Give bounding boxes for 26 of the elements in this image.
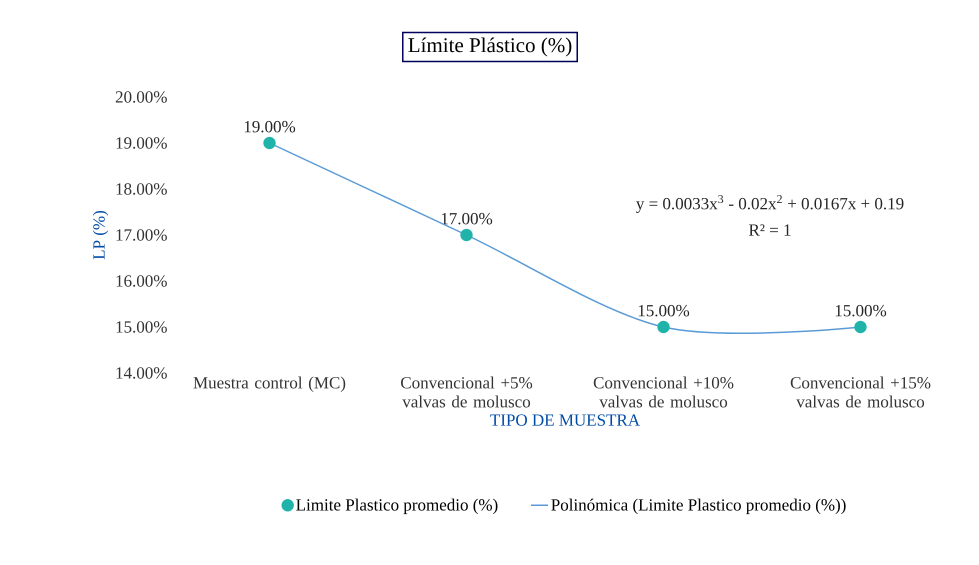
x-tick-label: Muestra control (MC) (194, 376, 346, 392)
data-label: 15.00% (638, 304, 690, 316)
y-tick-label: 14.00% (116, 367, 167, 379)
y-tick-label: 19.00% (116, 137, 167, 149)
data-label: 15.00% (836, 304, 886, 316)
point (854, 320, 867, 334)
point (657, 320, 670, 334)
x-axis-title: TIPO DE MUESTRA (490, 414, 640, 426)
y-tick-label: 20.00% (116, 91, 167, 103)
legend-label: Limite Plastico promedio (%) (296, 498, 498, 514)
y-axis-title: LP (%) (92, 210, 108, 260)
y-tick-label: 16.00% (116, 275, 167, 287)
legend-label: Polinómica (Limite Plastico promedio (%)) (551, 498, 846, 514)
chart-title: Límite Plástico (%) (408, 37, 572, 57)
x-tick-label: Convencional +15% valvas de molusco (790, 376, 930, 408)
point (263, 136, 276, 150)
data-label: 19.00% (244, 120, 296, 132)
annotation: y = 0.0033x$^{3}$ - 0.02x$^{2}$ + 0.0167x + 0.19 (636, 195, 904, 213)
y-tick-label: 18.00% (116, 183, 167, 195)
point (460, 228, 473, 242)
y-tick-label: 17.00% (116, 229, 167, 241)
x-tick-label: Convencional +5% valvas de molusco (401, 376, 532, 408)
data-label: 17.00% (442, 212, 492, 224)
annotation: R² = 1 (748, 224, 791, 236)
x-tick-label: Convencional +10% valvas de molusco (594, 376, 734, 408)
y-tick-label: 15.00% (116, 321, 167, 333)
